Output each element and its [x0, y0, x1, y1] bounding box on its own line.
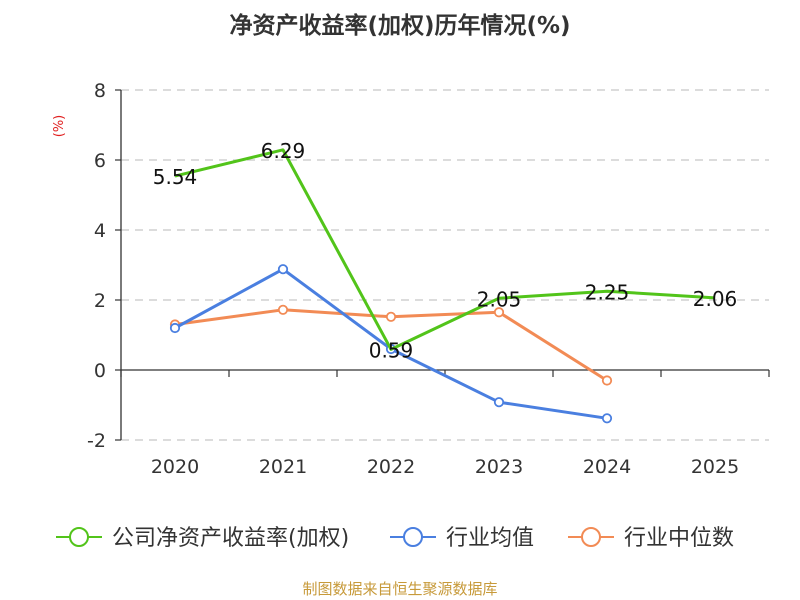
- data-label: 2.06: [693, 287, 738, 311]
- legend-marker-icon: [403, 527, 423, 547]
- x-tick-label: 2022: [367, 456, 415, 478]
- data-point: [493, 307, 505, 318]
- legend-item[interactable]: 行业均值: [390, 526, 534, 551]
- series-line: [174, 148, 716, 351]
- data-label: 5.54: [153, 165, 198, 189]
- source-note: 制图数据来自恒生聚源数据库: [302, 580, 497, 598]
- legend-label: 行业中位数: [624, 526, 734, 551]
- data-label: 2.05: [477, 287, 522, 311]
- data-point: [277, 304, 289, 315]
- series-layer: [169, 148, 716, 424]
- x-tick-label: 2024: [583, 456, 631, 478]
- x-tick-label: 2021: [259, 456, 307, 478]
- data-point: [493, 397, 505, 408]
- gridlines: [121, 89, 769, 441]
- y-tick-label: 0: [94, 360, 106, 382]
- legend-item[interactable]: 行业中位数: [568, 526, 734, 551]
- y-tick-label: -2: [87, 430, 106, 452]
- legend-label: 行业均值: [446, 526, 534, 551]
- data-label: 0.59: [369, 338, 414, 362]
- legend: 公司净资产收益率(加权) 行业均值 行业中位数: [56, 526, 734, 551]
- chart-title: 净资产收益率(加权)历年情况(%): [229, 12, 570, 39]
- data-point: [601, 375, 613, 386]
- data-label: 6.29: [261, 139, 306, 163]
- data-point: [601, 413, 613, 424]
- y-tick-label: 4: [94, 220, 106, 242]
- y-tick-label: 2: [94, 290, 106, 312]
- data-labels: 5.54 6.29 0.59 2.05 2.25 2.06: [153, 139, 738, 363]
- legend-label: 公司净资产收益率(加权): [112, 526, 349, 551]
- x-tick-label: 2025: [691, 456, 739, 478]
- series-2: [169, 304, 613, 386]
- x-tick-label: 2023: [475, 456, 523, 478]
- legend-marker-icon: [581, 527, 601, 547]
- axes: -2 0 2 4 6 8 2020 2021 2022 2023 2024 2025: [87, 80, 770, 478]
- y-tick-label: 8: [94, 80, 106, 102]
- x-tick-label: 2020: [151, 456, 199, 478]
- data-point: [385, 311, 397, 322]
- series-0: [174, 148, 716, 351]
- data-point: [277, 264, 289, 275]
- legend-marker-icon: [69, 527, 89, 547]
- data-label: 2.25: [585, 280, 630, 304]
- y-axis-label: (%): [52, 115, 67, 138]
- data-point: [169, 322, 181, 334]
- y-tick-label: 6: [94, 150, 106, 172]
- legend-item[interactable]: 公司净资产收益率(加权): [56, 526, 349, 551]
